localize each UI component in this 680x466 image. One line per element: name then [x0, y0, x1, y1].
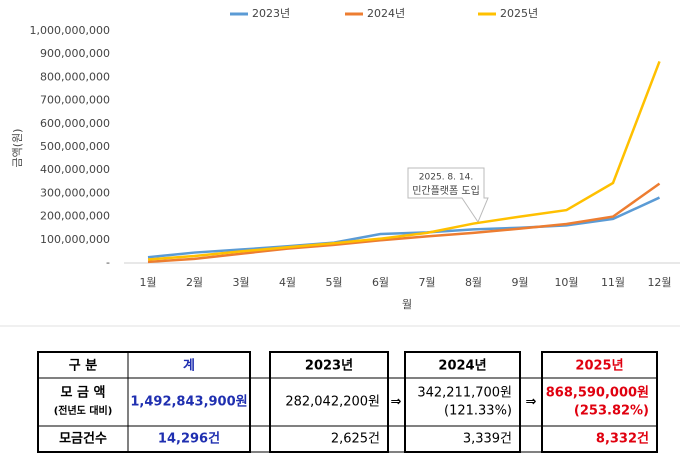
header-cell: 2025년 — [575, 359, 623, 374]
y-tick-label: 700,000,000 — [40, 94, 110, 107]
x-tick-label: 4월 — [279, 276, 296, 289]
y-tick-label: 500,000,000 — [40, 140, 110, 153]
y-tick-label: - — [106, 256, 110, 269]
header-cell: 구 분 — [69, 359, 97, 374]
y-tick-label: 400,000,000 — [40, 163, 110, 176]
y-tick-label: 900,000,000 — [40, 47, 110, 60]
y-tick-label: 100,000,000 — [40, 233, 110, 246]
row-label: (전년도 대비) — [54, 404, 113, 417]
x-tick-label: 6월 — [372, 276, 389, 289]
header-cell: 계 — [183, 359, 195, 374]
arrow: ⇒ — [391, 395, 402, 410]
summary-table: 구 분 계 2023년 2024년 2025년 ⇒ ⇒ 모 금 액 (전년도 대비) 1,492,… — [37, 351, 658, 453]
x-tick-label: 1월 — [139, 276, 156, 289]
legend-label: 2024년 — [367, 7, 405, 20]
header-cell: 2023년 — [305, 359, 353, 374]
x-tick-label: 3월 — [232, 276, 249, 289]
table-cell: 3,339건 — [463, 432, 512, 447]
x-tick-label: 5월 — [325, 276, 342, 289]
table-cell: 868,590,000원 — [546, 386, 649, 401]
table-cell: 282,042,200원 — [285, 395, 380, 410]
table-cell: (121.33%) — [444, 404, 512, 419]
y-tick-label: 300,000,000 — [40, 186, 110, 199]
x-tick-label: 10월 — [554, 276, 578, 289]
series-line — [147, 196, 661, 259]
table-cell: 8,332건 — [596, 431, 649, 447]
callout — [407, 167, 489, 224]
table-cell: (253.82%) — [574, 404, 649, 419]
row-label: 모금건수 — [59, 431, 107, 447]
x-axis-label: 월 — [402, 298, 412, 311]
y-tick-label: 600,000,000 — [40, 117, 110, 130]
table-cell: 14,296건 — [158, 431, 220, 447]
x-tick-label: 11월 — [601, 276, 625, 289]
row-label: 모 금 액 — [61, 386, 106, 401]
y-tick-label: 1,000,000,000 — [30, 24, 110, 37]
annotation: 2025. 8. 14. — [419, 173, 473, 183]
header-cell: 2024년 — [438, 359, 486, 374]
y-tick-label: 800,000,000 — [40, 70, 110, 83]
table-cell: 1,492,843,900원 — [130, 395, 247, 410]
series-line — [147, 182, 661, 264]
x-tick-label: 2월 — [186, 276, 203, 289]
x-tick-label: 8월 — [465, 276, 482, 289]
y-tick-label: 200,000,000 — [40, 210, 110, 223]
annotation: 민간플랫폼 도입 — [412, 184, 480, 197]
table-cell: 2,625건 — [331, 432, 380, 447]
series-line — [147, 61, 661, 261]
x-tick-label: 9월 — [511, 276, 528, 289]
table-cell: 342,211,700원 — [417, 386, 512, 401]
legend-label: 2025년 — [500, 7, 538, 20]
x-tick-label: 7월 — [418, 276, 435, 289]
legend-label: 2023년 — [252, 7, 290, 20]
arrow: ⇒ — [526, 395, 537, 410]
y-axis-label: 금액(원) — [11, 129, 24, 168]
x-tick-label: 12월 — [647, 276, 671, 289]
